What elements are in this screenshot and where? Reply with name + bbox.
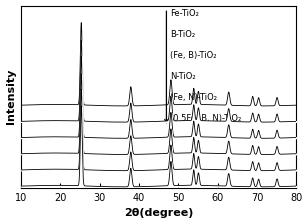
Text: N-TiO₂: N-TiO₂ xyxy=(170,72,195,81)
Text: (Fe, B)-TiO₂: (Fe, B)-TiO₂ xyxy=(170,51,216,60)
Text: (0.5Fe, B, N)-TiO₂: (0.5Fe, B, N)-TiO₂ xyxy=(170,114,241,123)
Y-axis label: Intensity: Intensity xyxy=(6,69,16,125)
X-axis label: 2θ(degree): 2θ(degree) xyxy=(124,209,193,218)
Text: B-TiO₂: B-TiO₂ xyxy=(170,30,195,39)
Text: Fe-TiO₂: Fe-TiO₂ xyxy=(170,9,199,18)
Text: (Fe, N)-TiO₂: (Fe, N)-TiO₂ xyxy=(170,93,217,102)
